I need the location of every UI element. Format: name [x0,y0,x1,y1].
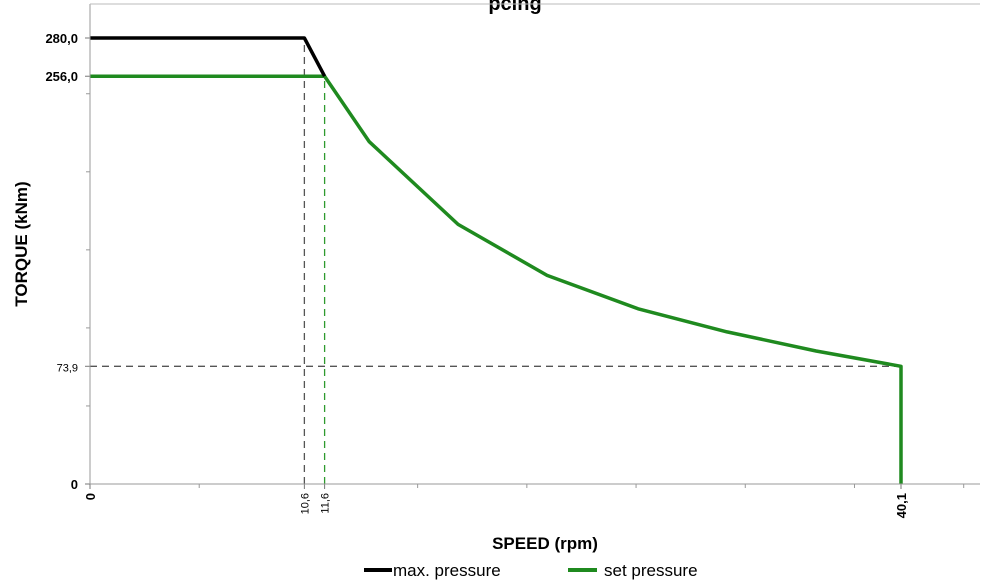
y-tick-label-0: 0 [71,477,78,492]
series-lines [90,36,903,484]
y-tick-label-73-9: 73,9 [57,362,78,374]
chart-title: pcing [488,0,541,15]
legend: max. pressure set pressure [364,561,698,580]
axis-ticks [85,37,965,489]
y-axis-title: TORQUE (kNm) [12,181,31,306]
x-axis-title: SPEED (rpm) [492,534,598,553]
series-line-max-pressure [90,36,327,78]
x-tick-label-40-1: 40,1 [894,493,909,518]
legend-label-set-pressure: set pressure [604,561,698,580]
tick-labels: 0 73,9 256,0 280,0 0 10,6 11,6 40,1 [45,31,909,518]
x-tick-label-0: 0 [83,493,98,500]
legend-label-max-pressure: max. pressure [393,561,501,580]
series-line-set-pressure [90,74,903,484]
y-tick-label-280-0: 280,0 [45,31,78,46]
reference-lines [90,38,901,484]
x-tick-label-10-6: 10,6 [299,493,311,514]
y-tick-label-256-0: 256,0 [45,69,78,84]
axes [89,3,980,485]
x-tick-label-11-6: 11,6 [320,493,332,514]
